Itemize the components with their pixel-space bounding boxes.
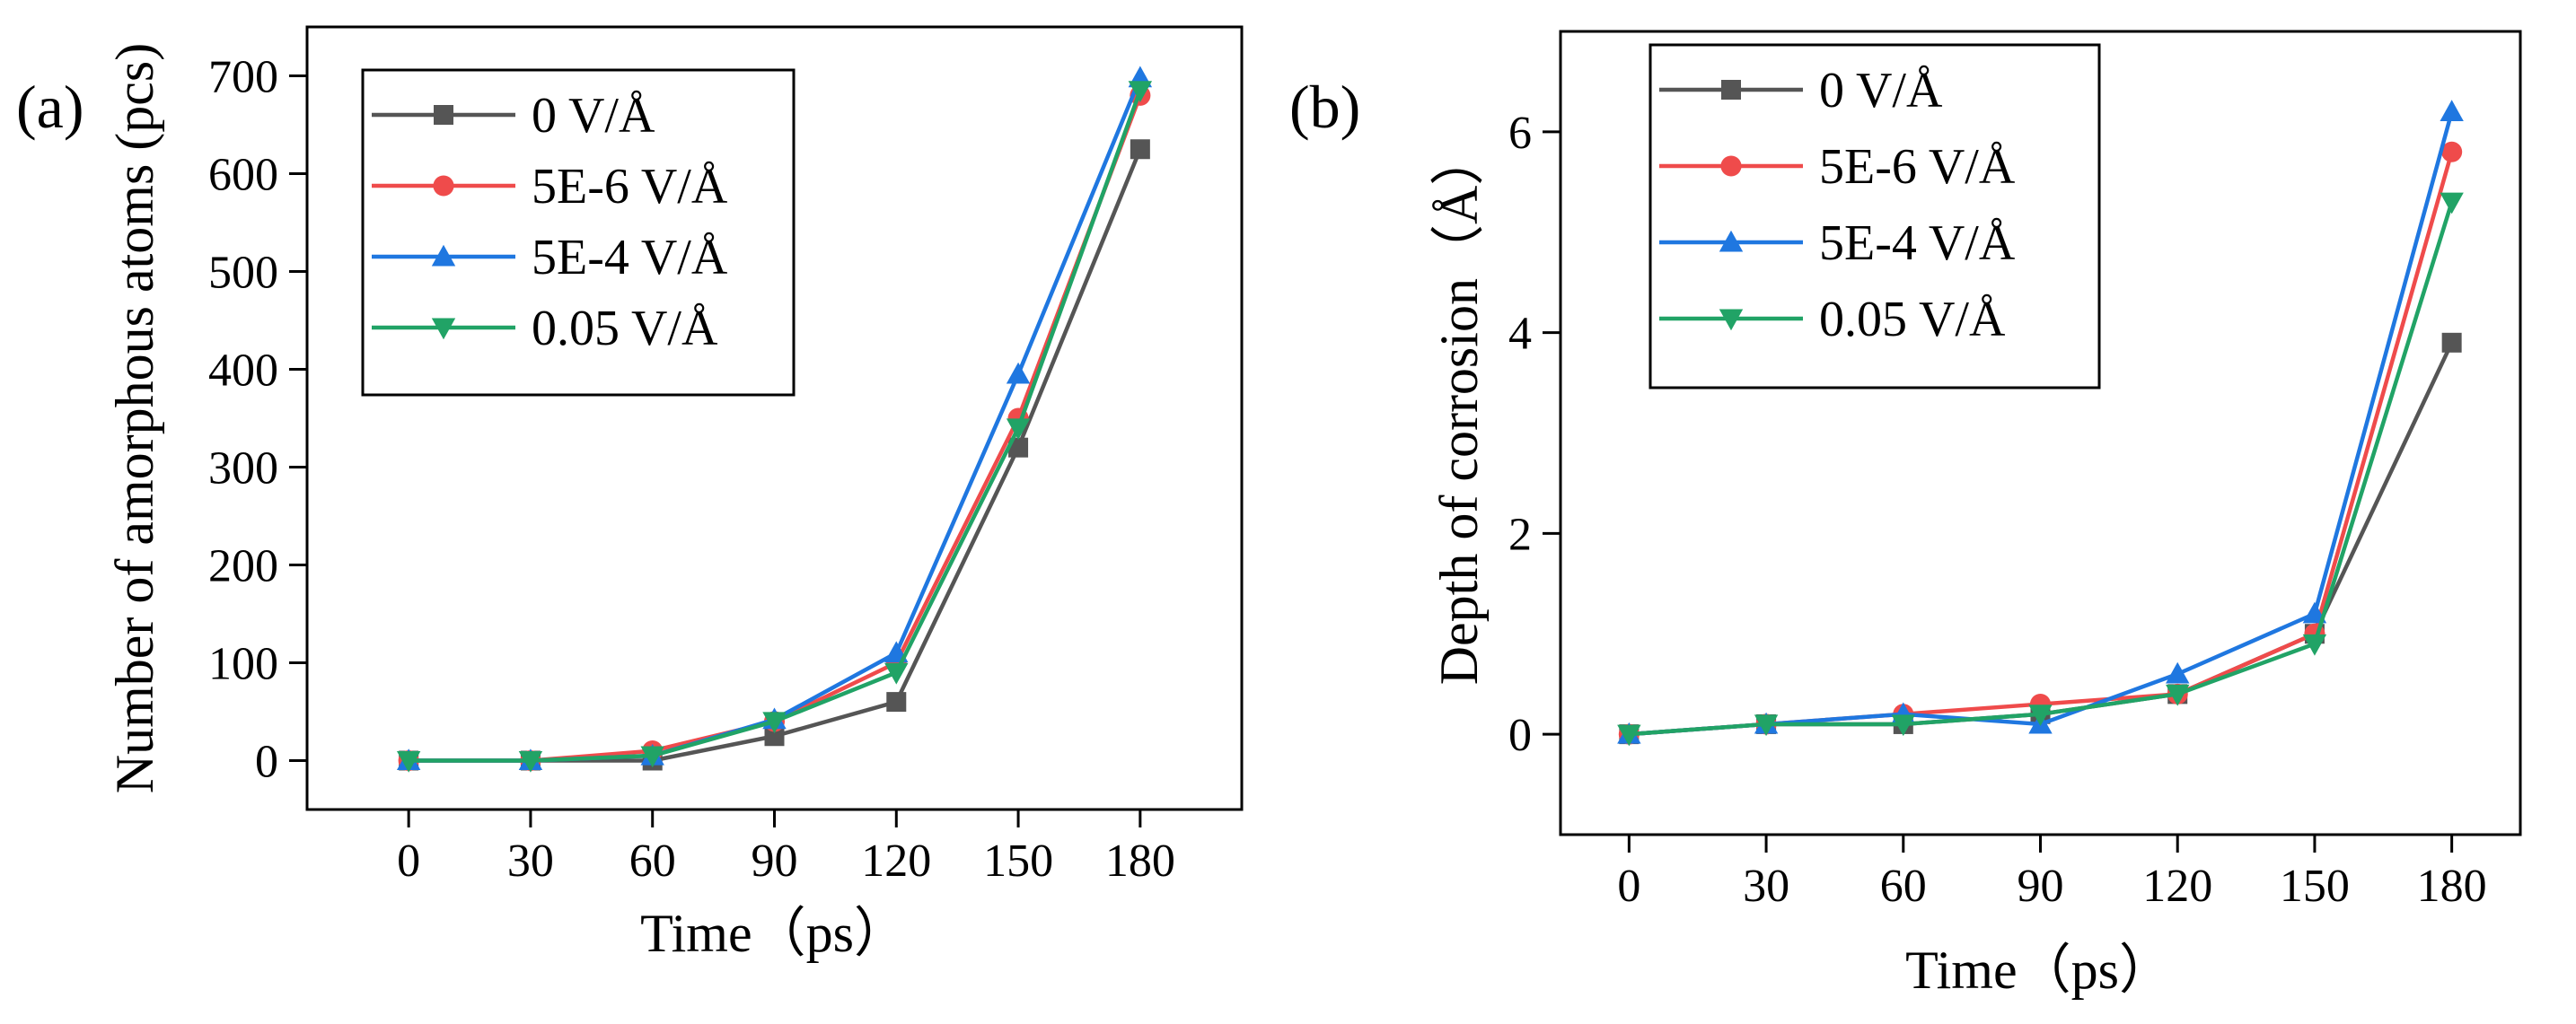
legend-label-b: 0 V/Å bbox=[1819, 63, 1943, 118]
data-point-0-05-v-a bbox=[396, 750, 421, 773]
x-tick-label-b: 150 bbox=[2280, 861, 2350, 912]
chart-b: 0 30 60 90 120 150 180 0 2 4 6 Time（ps） Depth of cor… bbox=[1289, 30, 2522, 1000]
data-point-0-05-v-b bbox=[1617, 724, 1641, 747]
y-tick-label-a: 500 bbox=[208, 248, 278, 299]
data-point-5e-4-v-a bbox=[1006, 362, 1031, 384]
legend-marker-a bbox=[433, 175, 454, 197]
legend-entry-0-05-v-b: 0.05 V/Å bbox=[1659, 292, 2006, 347]
legend-label-a: 5E-6 V/Å bbox=[532, 159, 728, 214]
y-axis-title-b: Depth of corrosion（Å） bbox=[1429, 132, 1489, 686]
series-0-05-v-a bbox=[396, 81, 1153, 773]
legend-box-b bbox=[1648, 43, 2101, 389]
legend-a: 0 V/Å 5E-6 V/Å 5E-4 V/Å 0.05 V/Å bbox=[361, 68, 796, 397]
data-point-0-05-v-a bbox=[762, 712, 787, 734]
data-point-0-v-a bbox=[1130, 139, 1150, 160]
legend-marker-b bbox=[1719, 230, 1744, 252]
data-point-0-v-a bbox=[886, 692, 907, 713]
data-point-0-05-v-a bbox=[518, 750, 543, 773]
x-tick-label-a: 30 bbox=[507, 836, 554, 887]
data-point-0-05-v-a bbox=[1006, 418, 1031, 441]
y-tick-label-a: 0 bbox=[255, 737, 278, 788]
y-tick-label-b: 2 bbox=[1508, 509, 1532, 560]
data-point-0-05-v-b bbox=[1754, 714, 1779, 737]
legend-marker-b bbox=[1721, 80, 1741, 100]
legend-label-b: 0.05 V/Å bbox=[1819, 292, 2006, 347]
data-point-5e-6-v-b bbox=[2441, 141, 2463, 162]
x-tick-label-b: 60 bbox=[1880, 861, 1927, 912]
legend-entry-0-05-v-a: 0.05 V/Å bbox=[372, 301, 718, 356]
legend-entry-5e-6-v-a: 5E-6 V/Å bbox=[372, 159, 728, 214]
data-point-0-05-v-b bbox=[2028, 705, 2053, 726]
data-point-0-v-b bbox=[2441, 332, 2462, 353]
y-tick-label-a: 200 bbox=[208, 541, 278, 592]
x-tick-label-b: 0 bbox=[1617, 861, 1640, 912]
y-tick-label-b: 6 bbox=[1508, 108, 1532, 159]
panel-label-a: (a) bbox=[16, 73, 84, 141]
legend-label-b: 5E-4 V/Å bbox=[1819, 215, 2016, 271]
legend-marker-a bbox=[434, 105, 453, 125]
legend-marker-a bbox=[431, 318, 456, 340]
data-point-0-05-v-b bbox=[2440, 192, 2464, 214]
data-point-5e-4-v-b bbox=[2166, 661, 2190, 684]
panel-label-b: (b) bbox=[1289, 73, 1360, 141]
y-tick-label-a: 100 bbox=[208, 639, 278, 690]
data-point-0-v-a bbox=[764, 726, 785, 747]
legend-label-a: 5E-4 V/Å bbox=[532, 230, 728, 285]
data-point-0-05-v-b bbox=[2166, 684, 2190, 706]
data-point-0-05-v-a bbox=[1128, 81, 1153, 103]
y-tick-label-a: 700 bbox=[208, 52, 278, 103]
data-point-0-05-v-a bbox=[640, 746, 664, 768]
legend-entry-5e-4-v-b: 5E-4 V/Å bbox=[1659, 215, 2016, 271]
x-tick-label-a: 90 bbox=[752, 836, 798, 887]
x-tick-label-a: 60 bbox=[629, 836, 676, 887]
series-line-0-v-b bbox=[1629, 341, 2454, 737]
legend-entry-5e-4-v-a: 5E-4 V/Å bbox=[372, 230, 728, 285]
y-tick-label-a: 600 bbox=[208, 150, 278, 201]
x-tick-label-a: 120 bbox=[861, 836, 931, 887]
x-tick-label-b: 90 bbox=[2018, 861, 2064, 912]
data-point-0-05-v-a bbox=[884, 662, 909, 685]
y-axis-title-a: Number of amorphous atoms (pcs) bbox=[105, 43, 164, 793]
x-tick-label-b: 120 bbox=[2142, 861, 2212, 912]
legend-label-a: 0.05 V/Å bbox=[532, 301, 718, 356]
x-axis-title-a: Time（ps） bbox=[640, 904, 908, 963]
y-tick-label-a: 300 bbox=[208, 443, 278, 494]
data-point-0-05-v-b bbox=[1891, 714, 1915, 737]
data-point-0-v-a bbox=[1008, 437, 1029, 458]
y-tick-label-b: 0 bbox=[1508, 710, 1532, 761]
x-tick-label-b: 180 bbox=[2417, 861, 2487, 912]
x-tick-label-a: 180 bbox=[1105, 836, 1175, 887]
legend-entry-0-v-a: 0 V/Å bbox=[372, 88, 655, 144]
x-axis-title-b: Time（ps） bbox=[1905, 941, 2173, 1000]
x-tick-label-a: 150 bbox=[983, 836, 1053, 887]
legend-label-b: 5E-6 V/Å bbox=[1819, 139, 2016, 195]
legend-b: 0 V/Å 5E-6 V/Å 5E-4 V/Å 0.05 V/Å bbox=[1648, 43, 2101, 389]
legend-entry-5e-6-v-b: 5E-6 V/Å bbox=[1659, 139, 2016, 195]
x-tick-label-b: 30 bbox=[1743, 861, 1789, 912]
data-point-5e-4-v-b bbox=[2302, 601, 2327, 624]
y-tick-label-b: 4 bbox=[1508, 309, 1532, 360]
data-point-5e-4-v-b bbox=[2440, 100, 2464, 122]
legend-marker-b bbox=[1719, 309, 1744, 331]
chart-a: 0 30 60 90 120 150 180 0 100 200 300 400 500 600 700 Ti… bbox=[16, 25, 1244, 963]
legend-label-a: 0 V/Å bbox=[532, 88, 655, 144]
legend-entry-0-v-b: 0 V/Å bbox=[1659, 63, 1943, 118]
series-0-05-v-b bbox=[1617, 192, 2464, 747]
legend-marker-b bbox=[1720, 155, 1742, 177]
x-tick-label-a: 0 bbox=[397, 836, 420, 887]
data-point-0-05-v-b bbox=[2302, 634, 2327, 656]
legend-marker-a bbox=[431, 244, 456, 267]
y-tick-label-a: 400 bbox=[208, 346, 278, 397]
